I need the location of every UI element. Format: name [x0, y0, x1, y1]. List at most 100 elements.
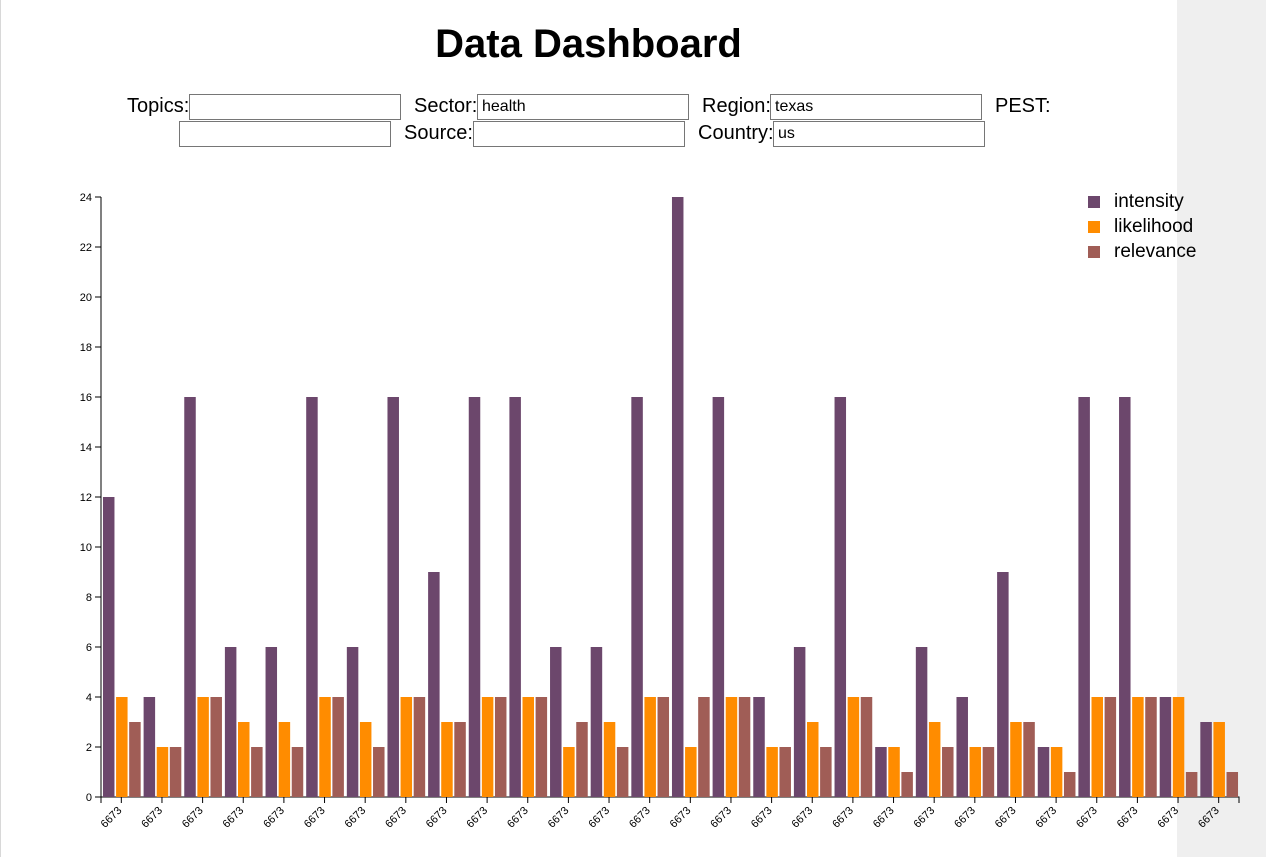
bar-relevance [332, 697, 344, 797]
x-tick-label: 6673 [261, 805, 287, 831]
bar-relevance [901, 772, 913, 797]
y-tick-label: 12 [80, 492, 92, 504]
bar-likelihood [238, 722, 250, 797]
bar-likelihood [725, 697, 738, 797]
y-tick-label: 22 [80, 242, 92, 254]
bar-intensity [997, 572, 1009, 797]
bar-intensity [590, 647, 603, 797]
bar-intensity [753, 697, 765, 797]
bar-relevance [779, 747, 791, 797]
bar-relevance [535, 697, 548, 797]
pest-input[interactable] [179, 121, 391, 147]
bar-intensity [509, 397, 521, 797]
topics-label: Topics: [127, 95, 190, 117]
bar-intensity [793, 647, 806, 797]
region-input[interactable] [770, 94, 982, 120]
bar-relevance [698, 697, 710, 797]
y-tick-label: 8 [86, 592, 92, 604]
x-tick-label: 6673 [1196, 805, 1222, 831]
bar-relevance [454, 722, 466, 797]
sector-input[interactable] [477, 94, 689, 120]
bar-intensity [1037, 747, 1050, 797]
legend-label-likelihood: likelihood [1114, 216, 1193, 237]
bar-likelihood [969, 747, 982, 797]
bar-intensity [387, 397, 399, 797]
bar-likelihood [766, 747, 778, 797]
x-tick-label: 6673 [505, 805, 531, 831]
y-tick-label: 6 [86, 642, 92, 654]
x-tick-label: 6673 [139, 805, 165, 831]
x-tick-label: 6673 [1074, 805, 1100, 831]
bar-likelihood [1172, 697, 1185, 797]
bar-relevance [820, 747, 832, 797]
topics-input[interactable] [189, 94, 401, 120]
x-tick-label: 6673 [952, 805, 978, 831]
legend-label-relevance: relevance [1114, 241, 1196, 262]
bar-relevance [942, 747, 954, 797]
bar-relevance [860, 697, 873, 797]
bar-likelihood [563, 747, 575, 797]
bar-relevance [169, 747, 182, 797]
bar-intensity [671, 197, 684, 797]
x-tick-label: 6673 [343, 805, 369, 831]
y-tick-label: 16 [80, 392, 92, 404]
x-tick-label: 6673 [668, 805, 694, 831]
bar-relevance [129, 722, 141, 797]
x-tick-label: 6673 [1033, 805, 1059, 831]
bar-likelihood [481, 697, 494, 797]
x-tick-label: 6673 [180, 805, 206, 831]
x-tick-label: 6673 [546, 805, 572, 831]
x-tick-label: 6673 [383, 805, 409, 831]
x-tick-label: 6673 [424, 805, 450, 831]
scrollbar-gutter[interactable] [1177, 0, 1266, 857]
bar-likelihood [644, 697, 656, 797]
bar-relevance [210, 697, 222, 797]
x-tick-label: 6673 [1155, 805, 1181, 831]
bar-likelihood [1213, 722, 1225, 797]
bar-intensity [631, 397, 643, 797]
region-label: Region: [702, 95, 771, 117]
bar-relevance [1104, 697, 1117, 797]
legend-swatch-relevance [1088, 246, 1100, 258]
bar-relevance [616, 747, 629, 797]
bar-relevance [738, 697, 751, 797]
bar-likelihood [156, 747, 169, 797]
bar-likelihood [1132, 697, 1144, 797]
x-tick-label: 6673 [586, 805, 612, 831]
page-title: Data Dashboard [435, 22, 742, 66]
bar-likelihood [685, 747, 697, 797]
country-input[interactable] [773, 121, 985, 147]
bar-intensity [875, 747, 887, 797]
x-tick-label: 6673 [302, 805, 328, 831]
bar-intensity [1159, 697, 1172, 797]
x-tick-label: 6673 [749, 805, 775, 831]
bar-intensity [1119, 397, 1131, 797]
y-tick-label: 14 [80, 442, 92, 454]
legend-swatch-likelihood [1088, 221, 1100, 233]
legend-label-intensity: intensity [1114, 191, 1184, 212]
bar-intensity [102, 497, 115, 797]
bar-likelihood [319, 697, 331, 797]
y-tick-label: 2 [86, 742, 92, 754]
x-tick-label: 6673 [790, 805, 816, 831]
bar-intensity [428, 572, 440, 797]
bar-relevance [1185, 772, 1198, 797]
bar-likelihood [400, 697, 413, 797]
bar-intensity [346, 647, 359, 797]
bar-intensity [956, 697, 968, 797]
country-label: Country: [698, 122, 774, 144]
bar-likelihood [441, 722, 453, 797]
bar-intensity [1200, 722, 1212, 797]
y-tick-label: 4 [86, 692, 92, 704]
bar-intensity [184, 397, 196, 797]
x-tick-label: 6673 [221, 805, 247, 831]
bar-relevance [1063, 772, 1076, 797]
bar-intensity [834, 397, 847, 797]
x-tick-label: 6673 [993, 805, 1019, 831]
bar-intensity [306, 397, 318, 797]
source-input[interactable] [473, 121, 685, 147]
x-tick-label: 6673 [708, 805, 734, 831]
bar-relevance [576, 722, 588, 797]
bar-likelihood [278, 722, 291, 797]
